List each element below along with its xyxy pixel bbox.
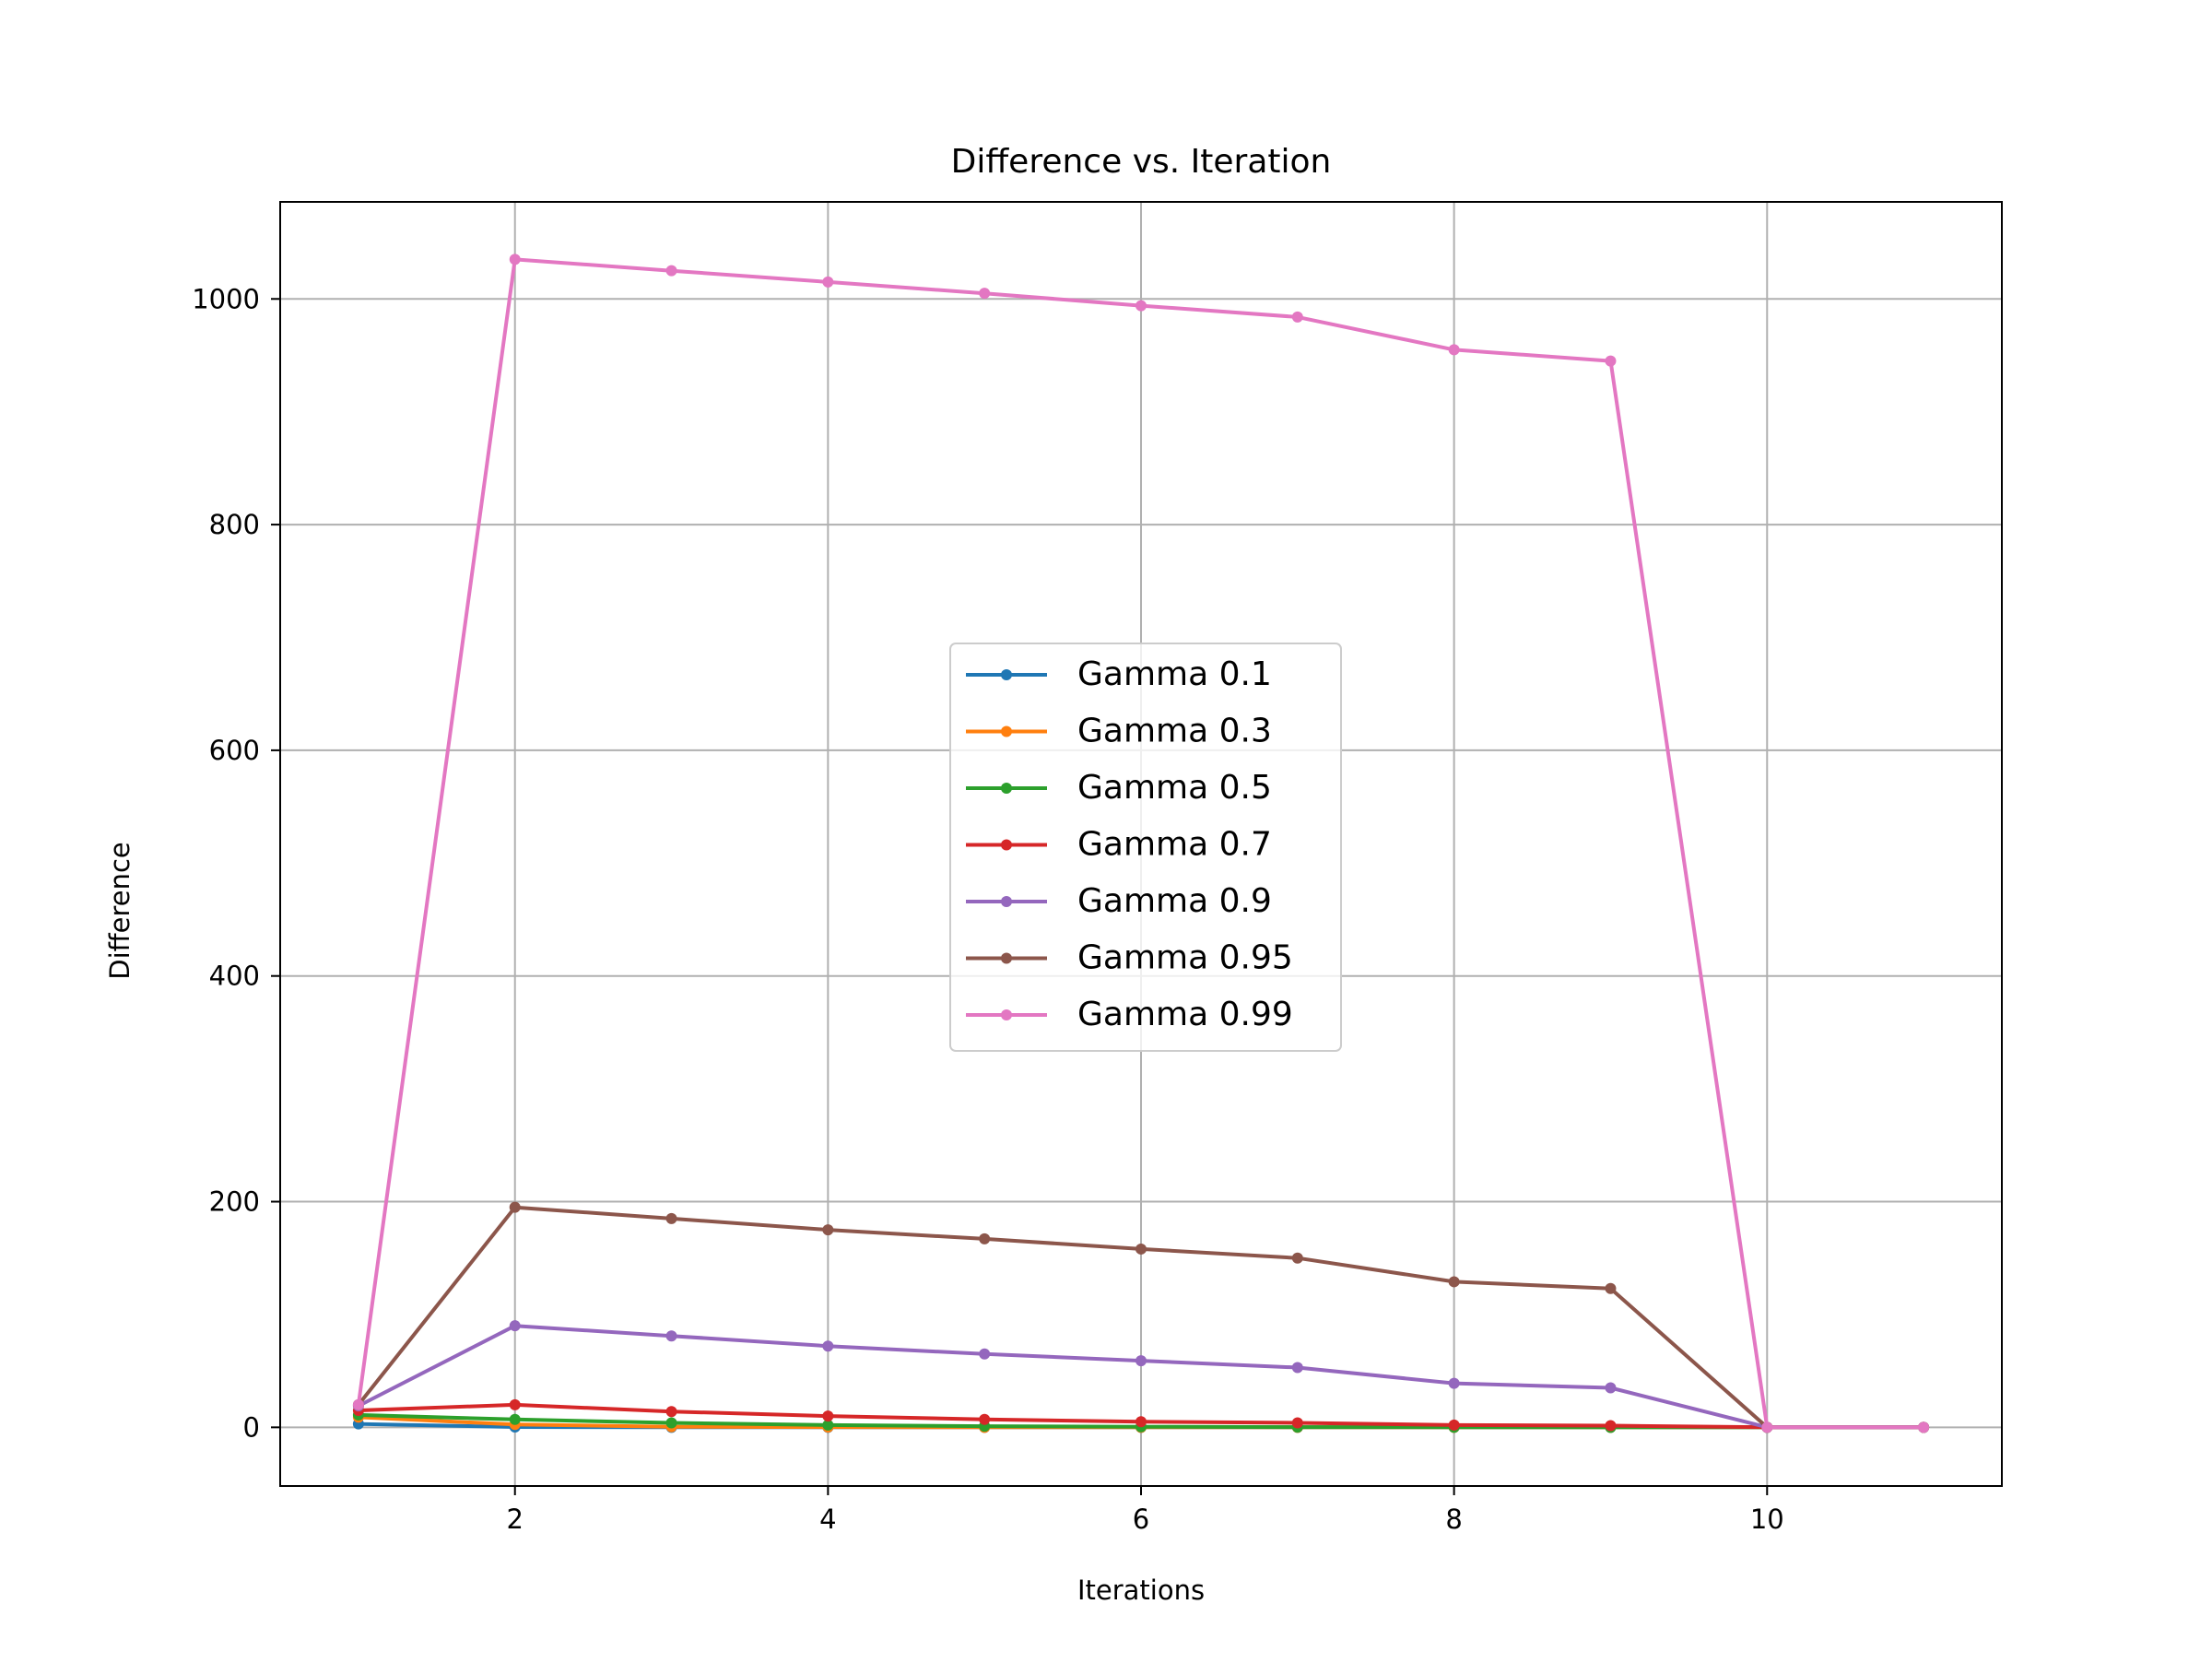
chart-title: Difference vs. Iteration [951,143,1332,181]
data-point [509,1201,521,1213]
legend-item-gamma-0-1: Gamma 0.1 [966,655,1272,693]
data-point [1605,1420,1617,1432]
data-point [1291,1252,1303,1264]
series-gamma-0-99 [352,254,1930,1433]
data-point [509,254,521,265]
data-point [352,1398,364,1410]
y-tick-label: 1000 [192,283,260,314]
data-point [1605,1382,1617,1394]
data-point [509,1413,521,1425]
data-point [1605,1282,1617,1294]
legend-swatch-marker [1001,669,1012,680]
data-point [1448,1419,1460,1431]
data-point [665,1330,677,1342]
y-tick-label: 0 [243,1411,260,1443]
x-tick-label: 6 [1133,1504,1149,1535]
legend: Gamma 0.1 Gamma 0.3 Gamma 0.5 Gamma 0.7 Gamm… [949,643,1342,1052]
x-tick-label: 2 [507,1504,524,1535]
legend-swatch-marker [1001,725,1012,737]
data-point [665,1212,677,1224]
data-point [979,1233,991,1244]
legend-swatch-marker [1001,952,1012,964]
data-point [1918,1421,1930,1433]
data-point [509,1398,521,1410]
legend-item-gamma-0-95: Gamma 0.95 [966,939,1293,977]
series-layer [352,254,1930,1433]
data-point [822,1224,834,1236]
data-point [1291,1362,1303,1374]
data-point [1605,355,1617,367]
y-tick-label: 200 [209,1186,260,1218]
legend-item-gamma-0-7: Gamma 0.7 [966,826,1272,864]
legend-item-gamma-0-9: Gamma 0.9 [966,882,1272,920]
legend-box [949,643,1342,1052]
legend-item-gamma-0-3: Gamma 0.3 [966,713,1272,750]
data-point [822,1410,834,1422]
data-point [1135,1243,1147,1255]
data-point [509,1320,521,1332]
data-point [822,1340,834,1352]
data-point [1761,1421,1773,1433]
data-point [1448,344,1460,356]
x-tick-label: 10 [1750,1504,1784,1535]
legend-item-gamma-0-5: Gamma 0.5 [966,769,1272,807]
ticks-layer: 2 4 6 8 10 0 200 400 600 800 1000 [192,283,1784,1535]
data-point [665,1417,677,1429]
legend-label: Gamma 0.3 [1077,713,1272,750]
data-point [822,276,834,288]
legend-swatch-marker [1001,896,1012,907]
data-point [979,288,991,300]
data-point [979,1348,991,1360]
legend-label: Gamma 0.99 [1077,996,1293,1033]
x-axis-label: Iterations [1077,1575,1205,1606]
legend-label: Gamma 0.5 [1077,769,1272,807]
x-tick-label: 8 [1445,1504,1462,1535]
data-point [1135,1355,1147,1367]
legend-swatch-marker [1001,839,1012,851]
legend-item-gamma-0-99: Gamma 0.99 [966,996,1293,1033]
x-tick-label: 4 [819,1504,836,1535]
legend-swatch-marker [1001,1009,1012,1020]
data-point [979,1413,991,1425]
data-point [1291,1417,1303,1429]
data-point [665,265,677,277]
data-point [1448,1377,1460,1389]
data-point [1291,311,1303,323]
data-point [1135,300,1147,312]
y-tick-label: 800 [209,509,260,540]
data-point [822,1419,834,1431]
y-axis-label: Difference [104,842,135,980]
legend-label: Gamma 0.9 [1077,882,1272,920]
y-tick-label: 400 [209,961,260,992]
legend-label: Gamma 0.1 [1077,655,1272,693]
data-point [665,1406,677,1418]
y-tick-label: 600 [209,735,260,766]
data-point [1135,1416,1147,1428]
legend-label: Gamma 0.95 [1077,939,1293,977]
legend-label: Gamma 0.7 [1077,826,1272,864]
legend-swatch-marker [1001,783,1012,794]
data-point [1448,1276,1460,1288]
